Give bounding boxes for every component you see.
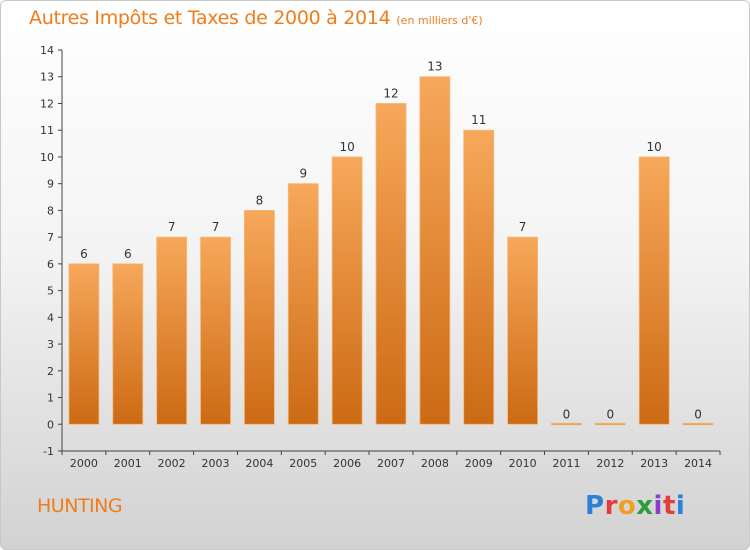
chart-title-main: Autres Impôts et Taxes de 2000 à 2014 [29,7,391,29]
y-tick-label: 2 [47,365,54,378]
data-label-2001: 6 [124,247,132,261]
y-tick-label: 9 [47,178,54,191]
y-tick-label: -1 [43,445,54,458]
logo-letter: t [662,491,676,521]
data-label-2002: 7 [168,220,176,234]
data-label-2010: 7 [519,220,527,234]
x-tick-label: 2008 [421,457,449,470]
data-label-2006: 10 [339,140,354,154]
y-tick-label: 10 [40,151,54,164]
y-tick-label: 12 [40,97,54,110]
x-tick-label: 2002 [158,457,186,470]
y-tick-label: 8 [47,204,54,217]
data-label-2009: 11 [471,113,486,127]
y-tick-label: 3 [47,338,54,351]
bar-2002[interactable] [156,236,188,425]
bar-2012[interactable] [594,422,626,426]
x-tick-label: 2009 [465,457,493,470]
data-label-2011: 0 [563,407,571,421]
data-label-2004: 8 [256,193,264,207]
x-tick-label: 2003 [202,457,230,470]
data-label-2000: 6 [80,247,88,261]
y-tick-label: 5 [47,285,54,298]
y-tick-label: 13 [40,71,54,84]
y-tick-label: 0 [47,418,54,431]
logo-letter: i [653,491,663,521]
data-label-2007: 12 [383,86,398,100]
data-label-2014: 0 [694,407,702,421]
logo-letter: x [636,491,654,521]
x-tick-label: 2000 [70,457,98,470]
bar-2000[interactable] [68,263,100,425]
logo-letter: o [617,491,637,521]
y-tick-label: 7 [47,231,54,244]
x-tick-label: 2013 [640,457,668,470]
bar-2001[interactable] [112,263,144,425]
logo-letter: P [585,491,605,521]
proxiti-logo[interactable]: Proxiti [585,491,685,521]
logo-letter: r [604,491,618,521]
bar-2010[interactable] [507,236,539,425]
y-tick-label: 1 [47,392,54,405]
x-tick-label: 2012 [596,457,624,470]
y-tick-label: 11 [40,124,54,137]
y-tick-label: 4 [47,311,54,324]
bar-2007[interactable] [375,103,407,425]
data-label-2005: 9 [299,167,307,181]
x-tick-label: 2006 [333,457,361,470]
bar-2011[interactable] [551,422,582,426]
bar-2009[interactable] [463,129,495,425]
bar-2008[interactable] [419,76,451,425]
logo-letter: i [675,491,686,521]
x-tick-label: 2014 [684,457,712,470]
bar-2014[interactable] [682,422,714,426]
bar-2005[interactable] [287,183,319,425]
bar-2006[interactable] [331,156,363,425]
bar-2003[interactable] [200,236,231,425]
chart-bars [68,76,714,426]
y-tick-label: 6 [47,258,54,271]
chart-data-labels: 6 6 7 7 8 9 10 12 13 11 7 0 0 10 0 [80,60,702,422]
bar-2013[interactable] [638,156,670,425]
x-tick-label: 2011 [552,457,580,470]
bar-2004[interactable] [243,209,275,425]
x-tick-label: 2005 [289,457,317,470]
chart-title-unit: (en milliers d'€) [396,14,483,27]
data-label-2013: 10 [647,140,662,154]
data-label-2003: 7 [212,220,220,234]
data-label-2012: 0 [607,407,615,421]
commune-name: HUNTING [37,495,123,517]
x-tick-label: 2007 [377,457,405,470]
chart-title: Autres Impôts et Taxes de 2000 à 2014 (en… [29,7,483,29]
x-tick-label: 2010 [509,457,537,470]
data-label-2008: 13 [427,60,442,74]
x-tick-label: 2001 [114,457,142,470]
x-tick-label: 2004 [245,457,273,470]
y-tick-label: 14 [40,44,54,57]
